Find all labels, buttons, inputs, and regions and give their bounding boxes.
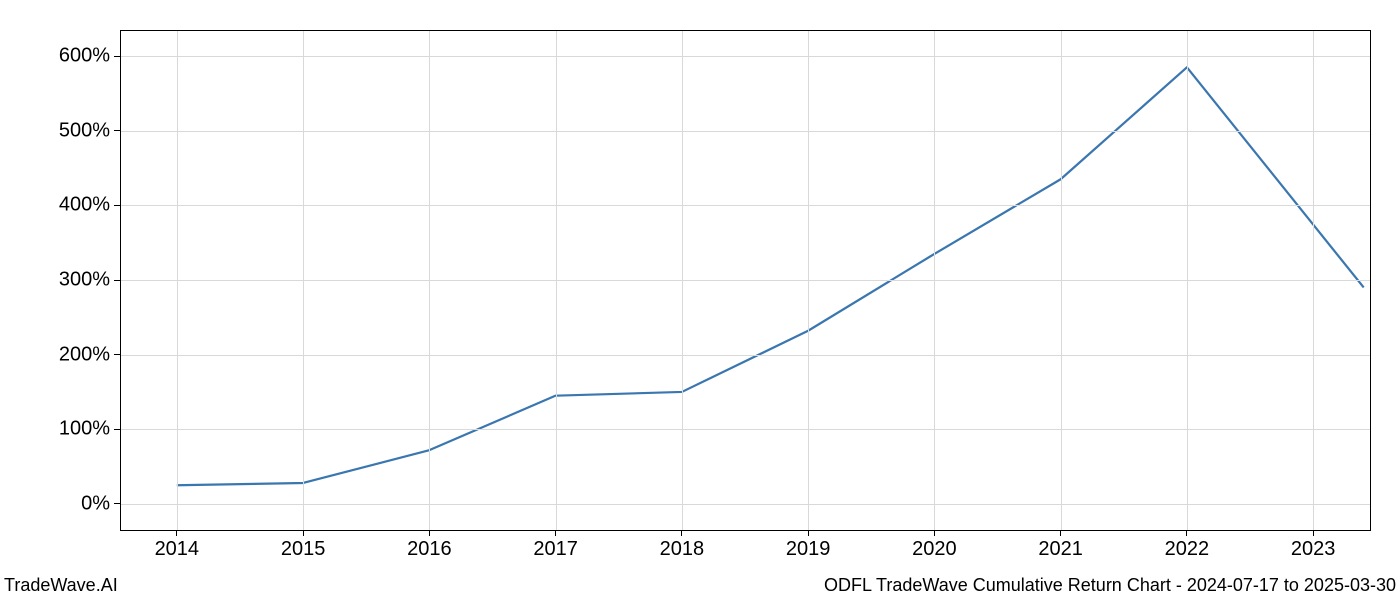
x-tick-mark	[808, 530, 809, 536]
x-tick-label: 2020	[912, 538, 957, 561]
x-tick-label: 2017	[533, 538, 578, 561]
axis-spine-left	[120, 30, 121, 530]
x-tick-mark	[303, 530, 304, 536]
grid-line-horizontal	[120, 56, 1370, 57]
y-tick-label: 500%	[59, 119, 110, 142]
x-tick-mark	[1186, 530, 1187, 536]
y-tick-mark	[114, 205, 120, 206]
x-tick-label: 2022	[1165, 538, 1210, 561]
grid-line-horizontal	[120, 280, 1370, 281]
y-tick-label: 0%	[81, 492, 110, 515]
y-tick-mark	[114, 280, 120, 281]
y-tick-label: 200%	[59, 343, 110, 366]
x-tick-mark	[176, 530, 177, 536]
x-tick-label: 2014	[155, 538, 200, 561]
grid-line-horizontal	[120, 205, 1370, 206]
x-tick-label: 2015	[281, 538, 326, 561]
axis-spine-bottom	[120, 530, 1370, 531]
x-tick-mark	[429, 530, 430, 536]
x-tick-mark	[1313, 530, 1314, 536]
y-tick-label: 600%	[59, 45, 110, 68]
y-tick-mark	[114, 429, 120, 430]
grid-line-horizontal	[120, 504, 1370, 505]
x-tick-mark	[681, 530, 682, 536]
y-tick-label: 100%	[59, 418, 110, 441]
x-tick-mark	[934, 530, 935, 536]
grid-line-horizontal	[120, 429, 1370, 430]
y-tick-label: 400%	[59, 194, 110, 217]
axis-spine-right	[1370, 30, 1371, 531]
x-tick-label: 2023	[1291, 538, 1336, 561]
x-tick-mark	[1060, 530, 1061, 536]
footer-brand: TradeWave.AI	[4, 575, 118, 596]
x-tick-label: 2019	[786, 538, 831, 561]
chart-container: TradeWave.AI ODFL TradeWave Cumulative R…	[0, 0, 1400, 600]
y-tick-mark	[114, 503, 120, 504]
plot-area	[120, 30, 1370, 530]
grid-line-horizontal	[120, 131, 1370, 132]
x-tick-label: 2018	[660, 538, 705, 561]
y-tick-label: 300%	[59, 269, 110, 292]
footer-caption: ODFL TradeWave Cumulative Return Chart -…	[824, 575, 1396, 596]
y-tick-mark	[114, 56, 120, 57]
y-tick-mark	[114, 130, 120, 131]
x-tick-label: 2016	[407, 538, 452, 561]
x-tick-mark	[555, 530, 556, 536]
grid-line-horizontal	[120, 355, 1370, 356]
x-tick-label: 2021	[1038, 538, 1083, 561]
y-tick-mark	[114, 354, 120, 355]
axis-spine-top	[120, 30, 1370, 31]
